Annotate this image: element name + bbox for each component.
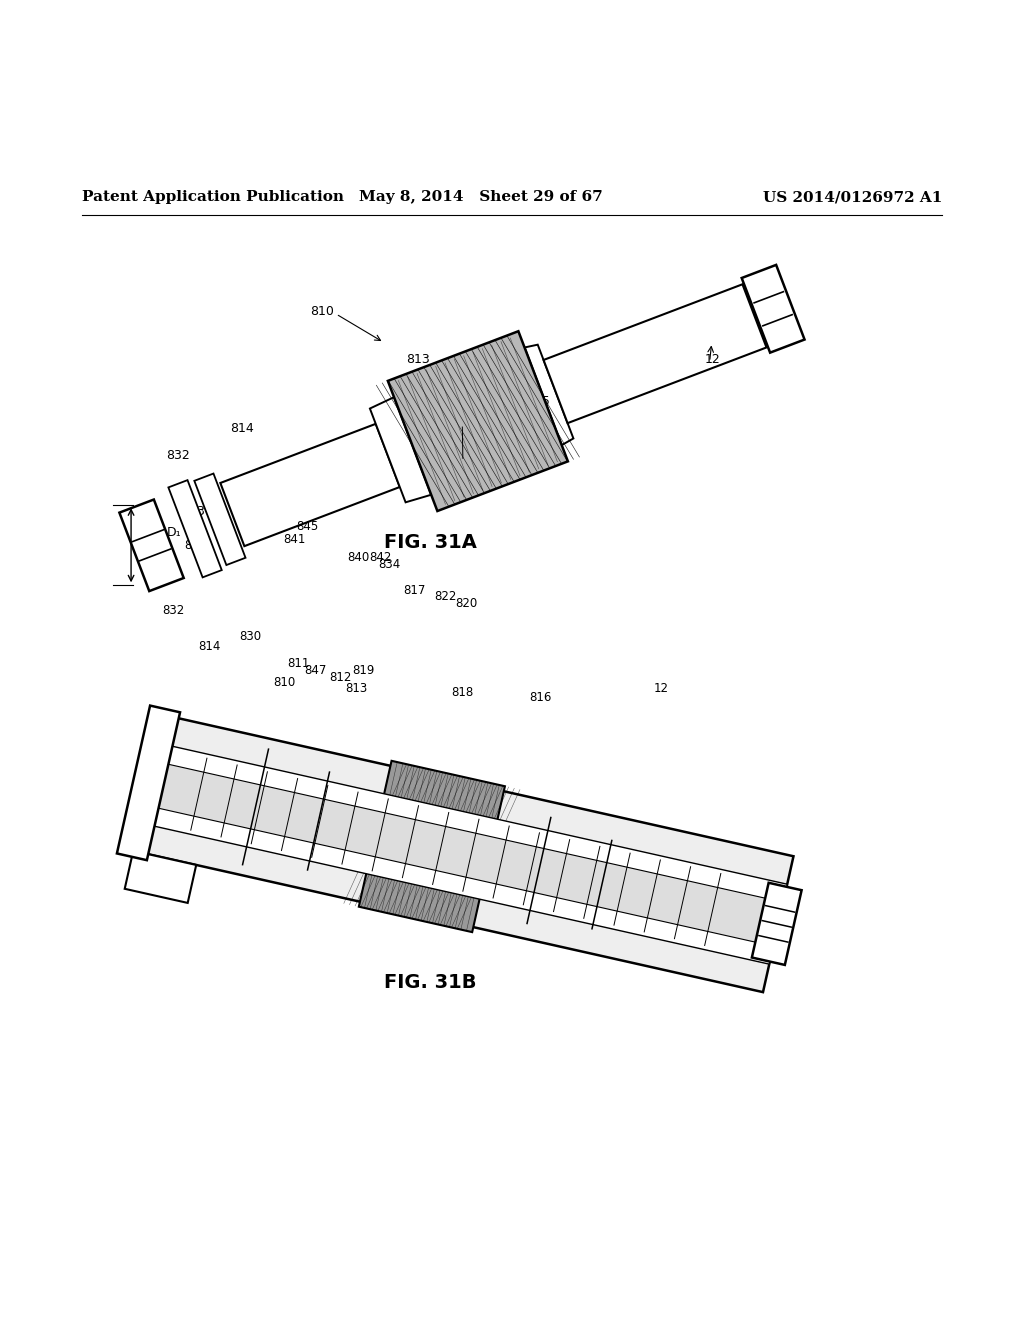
Polygon shape bbox=[358, 760, 505, 932]
Text: 832: 832 bbox=[162, 605, 184, 618]
Text: 842: 842 bbox=[370, 552, 392, 564]
Polygon shape bbox=[120, 499, 183, 591]
Text: 836: 836 bbox=[189, 506, 213, 517]
Text: 830: 830 bbox=[239, 630, 261, 643]
Text: 818: 818 bbox=[452, 686, 474, 700]
Text: 841: 841 bbox=[284, 533, 306, 545]
Text: D₁: D₁ bbox=[167, 525, 181, 539]
Text: 836: 836 bbox=[184, 539, 207, 552]
Text: 847: 847 bbox=[304, 664, 327, 677]
Polygon shape bbox=[139, 743, 787, 964]
Polygon shape bbox=[133, 715, 794, 993]
Polygon shape bbox=[220, 424, 399, 546]
Text: May 8, 2014   Sheet 29 of 67: May 8, 2014 Sheet 29 of 67 bbox=[359, 190, 603, 205]
Polygon shape bbox=[195, 474, 246, 565]
Text: 810: 810 bbox=[273, 676, 296, 689]
Text: FIG. 31A: FIG. 31A bbox=[384, 533, 476, 552]
Text: 811: 811 bbox=[287, 656, 309, 669]
Text: 814: 814 bbox=[198, 640, 220, 653]
Text: 813: 813 bbox=[406, 354, 430, 367]
Polygon shape bbox=[741, 265, 805, 352]
Text: 817: 817 bbox=[403, 583, 426, 597]
Text: US 2014/0126972 A1: US 2014/0126972 A1 bbox=[763, 190, 942, 205]
Text: 819: 819 bbox=[352, 664, 375, 677]
Polygon shape bbox=[143, 760, 783, 946]
Text: 810: 810 bbox=[310, 305, 335, 318]
Text: 811: 811 bbox=[454, 446, 478, 458]
Text: 834: 834 bbox=[378, 558, 400, 572]
Polygon shape bbox=[168, 480, 222, 577]
Polygon shape bbox=[125, 851, 197, 903]
Text: 822: 822 bbox=[434, 590, 457, 603]
Text: 12: 12 bbox=[705, 354, 720, 367]
Text: FIG. 31B: FIG. 31B bbox=[384, 973, 476, 993]
Text: 820: 820 bbox=[455, 597, 477, 610]
Polygon shape bbox=[370, 397, 431, 503]
Text: 816: 816 bbox=[529, 692, 552, 705]
Text: 812: 812 bbox=[329, 671, 351, 684]
Polygon shape bbox=[752, 883, 802, 965]
Text: 813: 813 bbox=[345, 682, 368, 696]
Text: 840: 840 bbox=[347, 552, 370, 564]
Text: 845: 845 bbox=[296, 520, 318, 533]
Text: 812: 812 bbox=[526, 409, 550, 422]
Text: 814: 814 bbox=[230, 422, 254, 436]
Text: 815: 815 bbox=[526, 396, 550, 408]
Text: Patent Application Publication: Patent Application Publication bbox=[82, 190, 344, 205]
Polygon shape bbox=[544, 284, 767, 424]
Polygon shape bbox=[117, 706, 180, 861]
Text: 12: 12 bbox=[653, 682, 669, 696]
Text: 832: 832 bbox=[166, 449, 189, 462]
Polygon shape bbox=[524, 345, 573, 445]
Polygon shape bbox=[388, 331, 568, 511]
